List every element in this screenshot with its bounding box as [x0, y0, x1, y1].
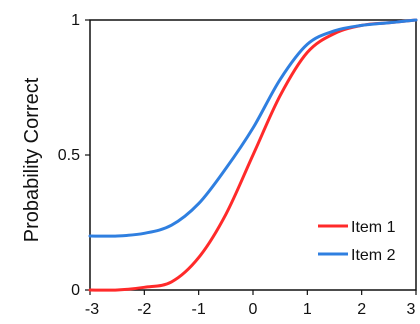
x-tick-label: -2: [137, 301, 151, 318]
legend-label: Item 1: [351, 219, 396, 236]
x-tick-label: -3: [85, 301, 99, 318]
y-ticks: 00.51: [58, 12, 90, 299]
x-tick-label: 3: [407, 301, 416, 318]
x-tick-label: 0: [249, 301, 258, 318]
legend: Item 1 Item 2: [318, 219, 396, 264]
y-tick-label: 0.5: [58, 147, 80, 164]
y-axis-title: Probability Correct: [21, 77, 43, 242]
series-line-2: [88, 18, 418, 238]
legend-label: Item 2: [351, 247, 396, 264]
x-ticks: -3 -2 -1 0 1 2 3: [85, 290, 417, 318]
series-group: [88, 18, 418, 292]
y-axis-title-group: Probability Correct: [21, 77, 43, 242]
plot-frame: [89, 19, 417, 291]
y-tick-label: 0: [71, 282, 80, 299]
y-tick-label: 1: [71, 12, 80, 29]
x-tick-label: -1: [192, 301, 206, 318]
x-tick-label: 1: [303, 301, 312, 318]
x-tick-label: 2: [357, 301, 366, 318]
